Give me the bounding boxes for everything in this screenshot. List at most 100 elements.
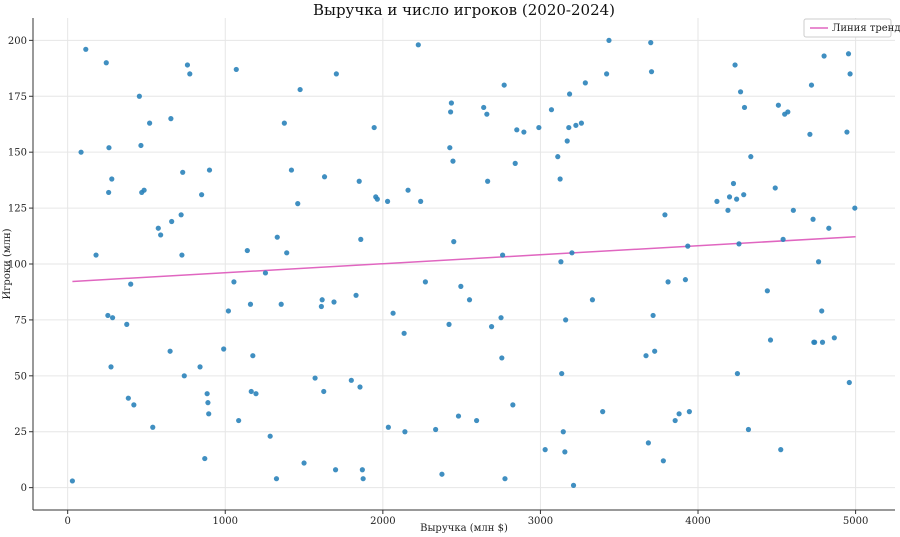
scatter-point [548, 107, 555, 113]
scatter-point [439, 471, 445, 477]
scatter-point [321, 388, 327, 395]
y-tick-label: 75 [14, 315, 27, 326]
scatter-point [569, 250, 575, 256]
scatter-point [109, 315, 116, 321]
scatter-point [384, 198, 391, 204]
x-tick-label: 5000 [843, 516, 868, 527]
scatter-point [726, 194, 733, 200]
scatter-point [778, 447, 784, 453]
scatter-point [204, 391, 210, 397]
scatter-point [815, 259, 822, 265]
scatter-point [236, 417, 242, 424]
scatter-point [319, 297, 325, 303]
scatter-point [358, 236, 364, 242]
scatter-point [807, 131, 813, 137]
scatter-point [401, 330, 407, 336]
scatter-point [831, 335, 837, 341]
scatter-point [332, 467, 339, 473]
x-tick-label: 3000 [528, 516, 553, 527]
scatter-point [267, 433, 273, 439]
scatter-point [734, 196, 740, 202]
scatter-point [648, 40, 654, 46]
scatter-point [573, 122, 579, 128]
scatter-point [221, 346, 227, 352]
scatter-point [128, 281, 134, 287]
scatter-point [826, 225, 832, 231]
scatter-point [69, 478, 75, 484]
scatter-point [131, 402, 137, 408]
scatter-point [205, 400, 211, 406]
scatter-point [333, 71, 339, 77]
scatter-point [288, 167, 295, 173]
scatter-point [652, 348, 658, 354]
y-tick-label: 100 [8, 260, 27, 271]
scatter-point [510, 402, 516, 408]
scatter-point [514, 127, 520, 133]
y-tick-label: 125 [8, 204, 27, 215]
scatter-point [852, 205, 858, 211]
scatter-point [570, 482, 577, 488]
scatter-point [360, 476, 366, 482]
scatter-point [284, 250, 290, 256]
scatter-point [374, 196, 380, 202]
scatter-point [447, 145, 453, 151]
scatter-point [558, 259, 564, 265]
scatter-point [672, 417, 678, 424]
scatter-point [536, 124, 542, 131]
trend-line [72, 235, 856, 283]
scatter-point [775, 102, 781, 108]
scatter-point [484, 111, 490, 117]
scatter-point [353, 292, 359, 298]
scatter-point [582, 80, 588, 86]
scatter-point [295, 201, 301, 207]
scatter-point [312, 375, 318, 381]
scatter-point [109, 176, 115, 182]
scatter-point [785, 109, 791, 115]
scatter-point [331, 299, 337, 305]
scatter-point [385, 424, 391, 430]
scatter-point [790, 207, 796, 213]
scatter-point [278, 301, 284, 307]
scatter-point [273, 476, 280, 482]
scatter-point [415, 42, 421, 48]
scatter-point [197, 364, 203, 370]
chart-title: Выручка и число игроков (2020-2024) [313, 1, 615, 19]
scatter-point [780, 236, 786, 242]
y-tick-label: 25 [14, 427, 27, 438]
scatter-point [206, 411, 212, 417]
scatter-point [233, 66, 239, 73]
scatter-point [103, 60, 109, 66]
scatter-point [767, 337, 774, 343]
scatter-point [604, 71, 610, 77]
scatter-point [645, 440, 651, 446]
y-tick-label: 200 [8, 36, 27, 47]
scatter-point [348, 377, 354, 383]
scatter-point [501, 82, 507, 88]
scatter-point [155, 225, 161, 231]
scatter-point [450, 158, 456, 164]
scatter-point [78, 149, 84, 155]
scatter-point [600, 409, 606, 415]
scatter-point [563, 317, 569, 323]
scatter-point [321, 174, 328, 180]
scatter-point [136, 93, 142, 99]
scatter-point [179, 252, 185, 258]
scatter-point [488, 324, 495, 330]
scatter-point [512, 160, 518, 166]
scatter-point [732, 62, 738, 68]
scatter-point [253, 391, 259, 397]
scatter-point [262, 270, 269, 276]
scatter-point [357, 384, 363, 390]
scatter-point [297, 86, 303, 93]
scatter-point [736, 241, 742, 247]
scatter-point [106, 189, 112, 196]
scatter-point [466, 297, 473, 303]
scatter-point [458, 283, 464, 289]
scatter-point [560, 429, 566, 435]
scatter-point [199, 192, 205, 198]
x-tick-label: 4000 [685, 516, 710, 527]
scatter-point [559, 370, 565, 377]
scatter-point [181, 373, 187, 379]
x-axis-label: Выручка (млн $) [420, 523, 508, 534]
scatter-point [502, 476, 508, 482]
